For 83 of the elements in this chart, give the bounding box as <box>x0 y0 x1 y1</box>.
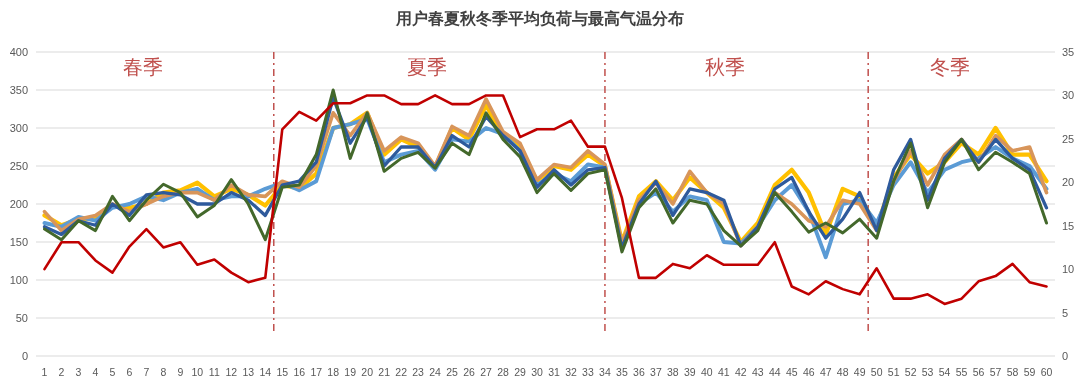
x-tick-label: 45 <box>785 366 798 378</box>
x-tick-label: 58 <box>1006 366 1019 378</box>
x-tick-label: 53 <box>921 366 934 378</box>
x-tick-label: 37 <box>650 366 662 378</box>
x-tick-label: 28 <box>497 366 510 378</box>
x-tick-label: 31 <box>548 366 560 378</box>
x-tick-label: 59 <box>1023 366 1036 378</box>
x-tick-label: 21 <box>378 366 391 378</box>
x-tick-label: 35 <box>616 366 628 378</box>
annotation: 秋季 <box>704 55 745 79</box>
annotation: 冬季 <box>929 55 970 79</box>
y-tick-label: 0 <box>21 350 28 362</box>
x-tick-label: 39 <box>684 366 696 378</box>
x-tick-label: 32 <box>565 366 577 378</box>
x-tick-label: 18 <box>327 366 340 378</box>
x-tick-label: 40 <box>701 366 713 378</box>
y-tick-label: 350 <box>9 84 28 96</box>
x-tick-label: 29 <box>514 366 527 378</box>
y-tick-label: 150 <box>9 236 28 248</box>
x-tick-label: 10 <box>191 366 204 378</box>
y2-tick-label: 35 <box>1062 46 1075 58</box>
line-series <box>43 94 1048 306</box>
x-tick-label: 14 <box>259 366 272 378</box>
y-tick-label: 300 <box>9 122 28 134</box>
x-tick-label: 55 <box>955 366 968 378</box>
x-tick-label: 49 <box>853 366 866 378</box>
x-tick-label: 1 <box>41 366 48 378</box>
x-tick-label: 3 <box>75 366 82 378</box>
x-tick-label: 38 <box>667 366 679 378</box>
x-tick-label: 44 <box>768 366 781 378</box>
y2-tick-label: 5 <box>1062 306 1069 319</box>
x-tick-label: 46 <box>802 366 815 378</box>
x-tick-label: 50 <box>870 366 883 378</box>
x-tick-label: 16 <box>293 366 306 378</box>
x-tick-label: 17 <box>310 366 323 378</box>
x-tick-label: 9 <box>177 366 184 378</box>
x-tick-label: 60 <box>1040 366 1053 378</box>
x-tick-label: 47 <box>819 366 832 378</box>
x-tick-label: 15 <box>276 366 289 378</box>
x-tick-label: 23 <box>412 366 425 378</box>
x-tick-label: 56 <box>972 366 985 378</box>
x-tick-label: 34 <box>599 366 611 378</box>
chart-title: 用户春夏秋冬季平均负荷与最高气温分布 <box>395 9 684 28</box>
y2-tick-label: 25 <box>1062 132 1075 145</box>
x-tick-label: 22 <box>395 366 408 378</box>
x-tick-label: 36 <box>633 366 645 378</box>
x-tick-label: 12 <box>225 366 238 378</box>
x-tick-label: 13 <box>242 366 255 378</box>
annotation: 春季 <box>122 55 163 79</box>
x-tick-label: 43 <box>751 366 764 378</box>
y2-tick-label: 0 <box>1062 350 1069 362</box>
x-tick-label: 25 <box>446 366 459 378</box>
x-tick-label: 2 <box>58 366 65 378</box>
annotation: 夏季 <box>407 55 448 79</box>
x-tick-label: 41 <box>717 366 730 378</box>
x-tick-label: 42 <box>734 366 747 378</box>
x-tick-label: 8 <box>160 366 167 378</box>
y2-tick-label: 20 <box>1062 176 1075 189</box>
y2-tick-label: 10 <box>1062 263 1075 276</box>
x-tick-label: 4 <box>92 366 99 378</box>
x-tick-label: 30 <box>531 366 543 378</box>
x-tick-label: 48 <box>836 366 849 378</box>
x-tick-label: 52 <box>904 366 917 378</box>
x-tick-label: 57 <box>989 366 1002 378</box>
x-tick-label: 33 <box>582 366 594 378</box>
y-tick-label: 200 <box>9 198 28 210</box>
x-tick-label: 6 <box>126 366 133 378</box>
y-tick-label: 250 <box>9 160 28 172</box>
y-tick-label: 50 <box>15 312 28 324</box>
x-tick-label: 27 <box>480 366 493 378</box>
x-tick-label: 11 <box>208 366 220 378</box>
x-tick-label: 24 <box>429 366 442 378</box>
y2-tick-label: 30 <box>1062 89 1075 102</box>
x-tick-label: 51 <box>887 366 900 378</box>
x-tick-label: 20 <box>361 366 374 378</box>
y-tick-label: 400 <box>9 46 28 58</box>
y-tick-label: 100 <box>9 274 28 286</box>
y2-tick-label: 15 <box>1062 219 1075 232</box>
x-tick-label: 19 <box>344 366 357 378</box>
x-tick-label: 26 <box>463 366 476 378</box>
x-tick-label: 54 <box>938 366 951 378</box>
x-tick-label: 5 <box>109 366 116 378</box>
x-tick-label: 7 <box>143 366 150 378</box>
